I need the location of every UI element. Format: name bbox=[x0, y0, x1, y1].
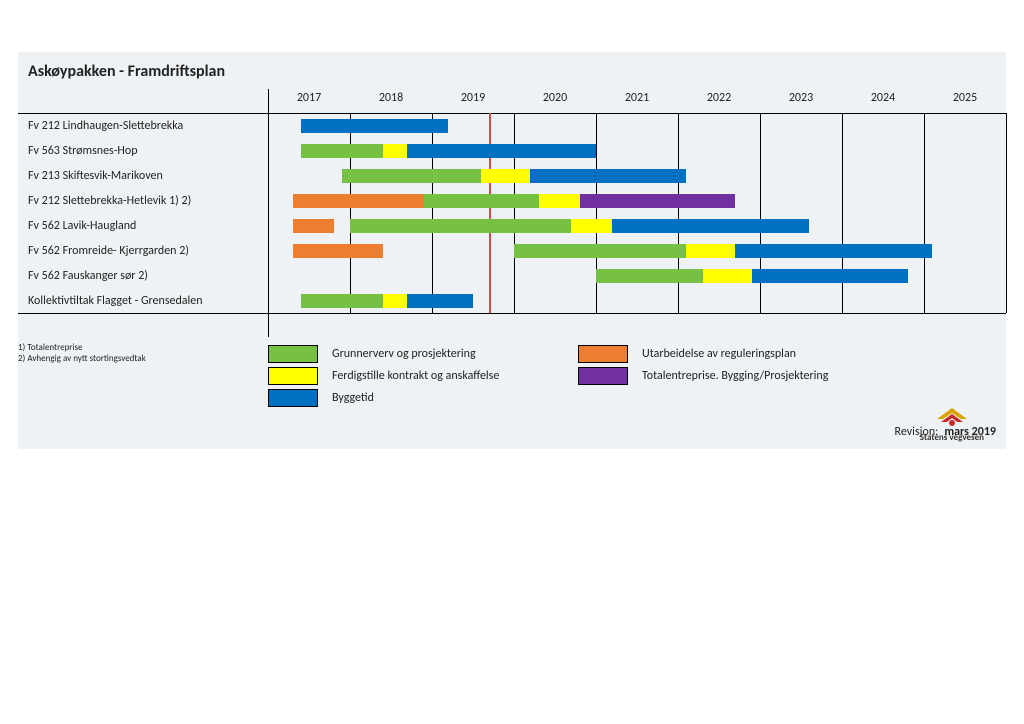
year-tick: 2018 bbox=[379, 91, 403, 105]
row-label: Fv 563 Strømsnes-Hop bbox=[28, 144, 138, 158]
year-tick: 2017 bbox=[297, 91, 321, 105]
gantt-plot: 2017 2018 2019 2020 2021 2022 2023 2024 2025 Fv 2… bbox=[18, 89, 1006, 337]
gantt-bar bbox=[383, 144, 408, 158]
gantt-bar bbox=[530, 169, 686, 183]
logo-caption: Statens vegvesen bbox=[920, 432, 984, 443]
gantt-bar bbox=[703, 269, 752, 283]
year-tick: 2025 bbox=[953, 91, 977, 105]
gantt-bar bbox=[301, 144, 383, 158]
year-tick: 2019 bbox=[461, 91, 485, 105]
legend-item: Byggetid bbox=[268, 387, 578, 409]
legend: 1) Totalentreprise2) Avhengig av nytt st… bbox=[18, 337, 1006, 425]
gantt-bar bbox=[342, 169, 481, 183]
gantt-bar bbox=[424, 194, 539, 208]
year-tick: 2021 bbox=[625, 91, 649, 105]
chart-title: Askøypakken - Framdriftsplan bbox=[18, 52, 1006, 85]
row-label: Fv 212 Slettebrekka-Hetlevik 1) 2) bbox=[28, 194, 191, 208]
legend-label: Totalentreprise. Bygging/Prosjektering bbox=[642, 369, 828, 383]
legend-swatch bbox=[268, 389, 318, 407]
logo: Statens vegvesen bbox=[920, 406, 984, 443]
gantt-bar bbox=[293, 244, 383, 258]
gantt-bar bbox=[293, 219, 334, 233]
legend-item: Ferdigstille kontrakt og anskaffelse bbox=[268, 365, 578, 387]
gantt-bar bbox=[686, 244, 735, 258]
legend-label: Byggetid bbox=[332, 391, 374, 405]
gantt-bar bbox=[383, 294, 408, 308]
row-label: Fv 213 Skiftesvik-Marikoven bbox=[28, 169, 163, 183]
gantt-bar bbox=[514, 244, 686, 258]
legend-label: Utarbeidelse av reguleringsplan bbox=[642, 347, 796, 361]
revision-row: Revisjon: mars 2019 bbox=[18, 425, 1006, 449]
legend-swatch bbox=[578, 367, 628, 385]
gantt-bar bbox=[481, 169, 530, 183]
row-label: Kollektivtiltak Flagget - Grensedalen bbox=[28, 294, 203, 308]
gantt-chart: Askøypakken - Framdriftsplan 20172018201… bbox=[18, 52, 1006, 449]
row-label: Fv 562 Fauskanger sør 2) bbox=[28, 269, 148, 283]
gantt-bar bbox=[407, 294, 473, 308]
legend-label: Ferdigstille kontrakt og anskaffelse bbox=[332, 369, 499, 383]
year-tick: 2023 bbox=[789, 91, 813, 105]
legend-swatch bbox=[268, 367, 318, 385]
year-tick: 2024 bbox=[871, 91, 895, 105]
gantt-bar bbox=[407, 144, 596, 158]
legend-swatch bbox=[268, 345, 318, 363]
row-label: Fv 212 Lindhaugen-Slettebrekka bbox=[28, 119, 183, 133]
legend-label: Grunnerverv og prosjektering bbox=[332, 347, 476, 361]
legend-item: Utarbeidelse av reguleringsplan bbox=[578, 343, 828, 365]
gantt-bar bbox=[350, 219, 571, 233]
legend-item: Totalentreprise. Bygging/Prosjektering bbox=[578, 365, 828, 387]
footnotes: 1) Totalentreprise2) Avhengig av nytt st… bbox=[18, 343, 146, 365]
gantt-bar bbox=[301, 119, 449, 133]
row-label: Fv 562 Lavik-Haugland bbox=[28, 219, 136, 233]
gantt-bar bbox=[612, 219, 809, 233]
gantt-bar bbox=[539, 194, 580, 208]
year-tick: 2022 bbox=[707, 91, 731, 105]
gantt-bar bbox=[596, 269, 703, 283]
page: Askøypakken - Framdriftsplan 20172018201… bbox=[0, 0, 1024, 724]
legend-item: Grunnerverv og prosjektering bbox=[268, 343, 578, 365]
year-tick: 2020 bbox=[543, 91, 567, 105]
gantt-bar bbox=[735, 244, 932, 258]
gantt-bar bbox=[301, 294, 383, 308]
gantt-bar bbox=[571, 219, 612, 233]
gantt-bar bbox=[752, 269, 908, 283]
gantt-bar bbox=[293, 194, 424, 208]
row-label: Fv 562 Fromreide- Kjerrgarden 2) bbox=[28, 244, 189, 258]
legend-swatch bbox=[578, 345, 628, 363]
gantt-bar bbox=[580, 194, 736, 208]
